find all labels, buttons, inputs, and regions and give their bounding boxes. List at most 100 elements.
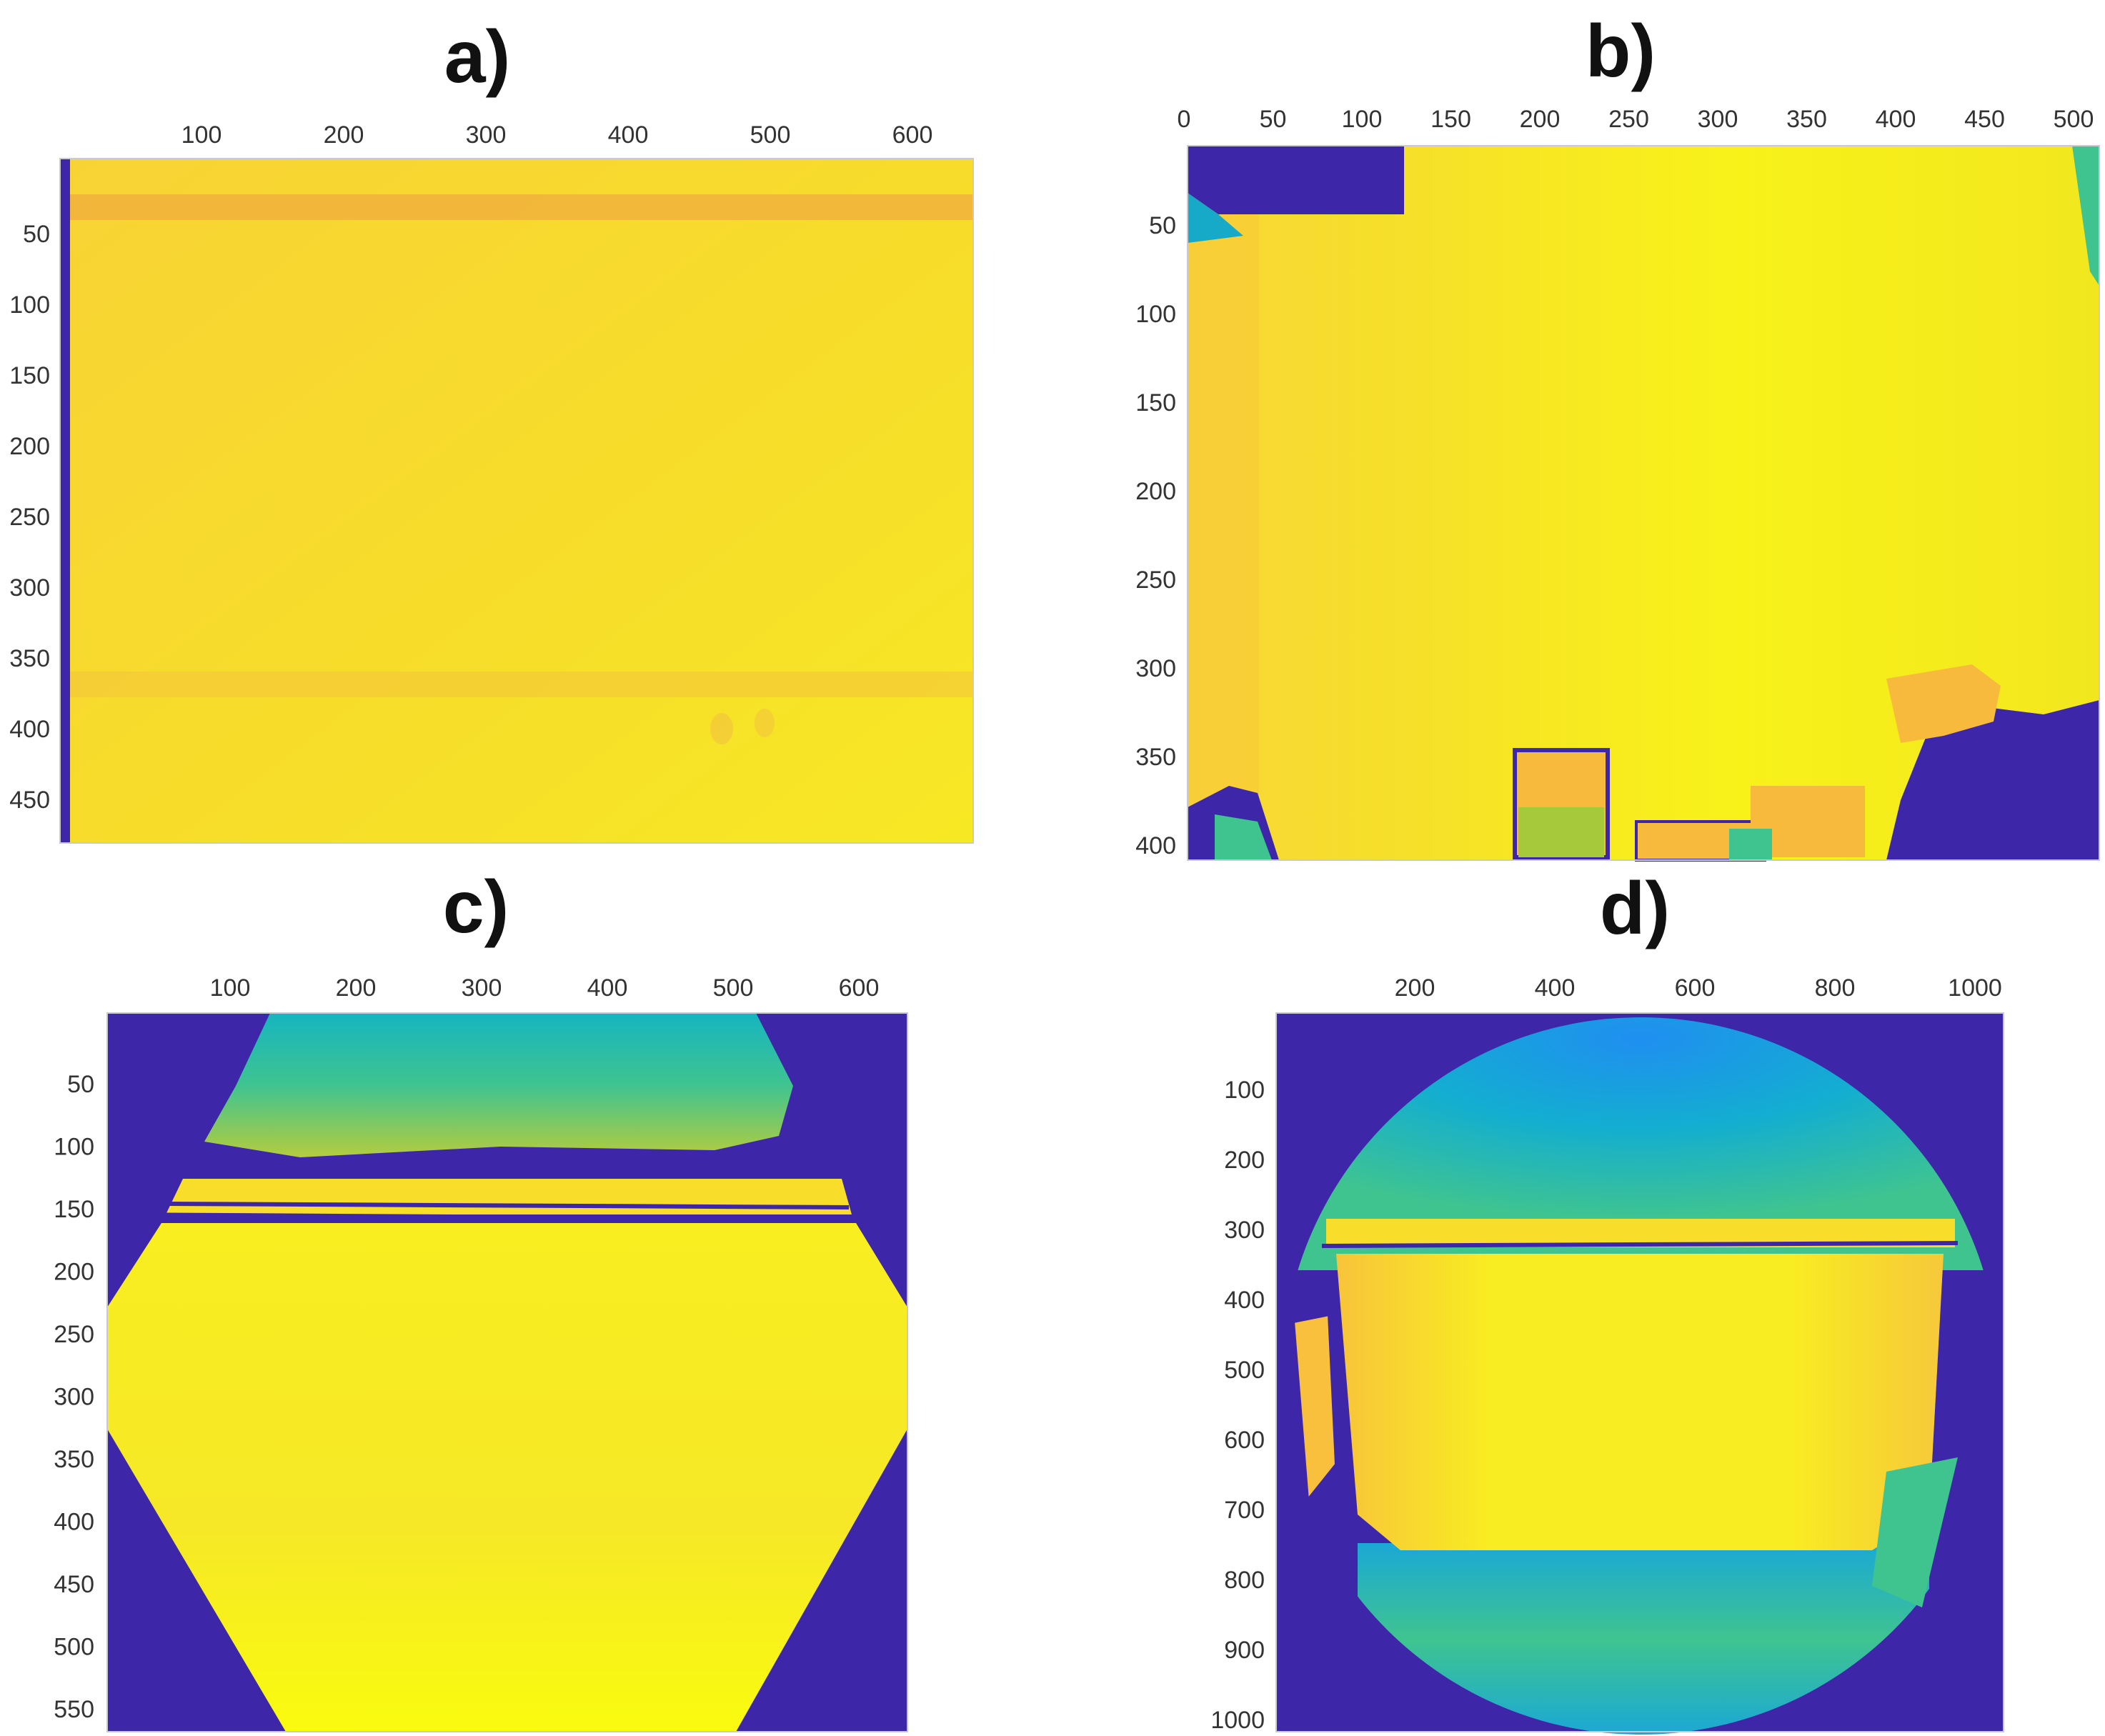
panel-a-x-tick-label: 300 (466, 121, 507, 149)
panel-a-y-tick-label: 50 (23, 221, 50, 248)
panel-b-y-tick-label: 350 (1135, 744, 1176, 771)
panel-c-frame-line (169, 1202, 850, 1209)
panel-c-y-tick-label: 500 (54, 1633, 94, 1660)
panel-d-frame-line (1321, 1241, 1959, 1248)
panel-a-y-tick-label: 300 (9, 574, 50, 602)
panel-a-y-tick-label: 250 (9, 504, 50, 531)
panel-a-invalid-strip (60, 159, 70, 843)
panel-b-x-tick-label: 150 (1430, 106, 1471, 133)
panel-c-x-ticks: 100 200 300 400 500 600 (210, 974, 880, 1002)
panel-a-lower-band (70, 672, 973, 697)
panel-c-x-tick-label: 300 (462, 974, 502, 1002)
panel-a-label: a) (444, 16, 511, 99)
panel-b-y-ticks: 50 100 150 200 250 300 350 400 (1135, 212, 1176, 859)
panel-a-y-tick-label: 150 (9, 362, 50, 389)
panel-b-x-tick-label: 0 (1178, 106, 1191, 133)
panel-a-y-tick-label: 100 (9, 291, 50, 319)
panel-b-right-edge (2072, 146, 2099, 286)
panel-c-y-tick-label: 300 (54, 1383, 94, 1410)
panel-a-x-tick-label: 400 (608, 121, 649, 149)
panel-b-y-tick-label: 200 (1135, 478, 1176, 505)
panel-d-y-tick-label: 600 (1224, 1427, 1265, 1454)
panel-a-y-tick-label: 450 (9, 787, 50, 814)
panel-b-bottom-right-invalid (1886, 700, 2099, 860)
panel-c-y-tick-label: 250 (54, 1321, 94, 1348)
panel-b-corner-teal (1188, 193, 1243, 243)
panel-b-green-object (1729, 829, 1772, 860)
panel-b-frame (1187, 145, 2100, 861)
panel-b-x-ticks: 0 50 100 150 200 250 300 350 400 450 500 (1178, 106, 2094, 133)
panel-c-y-tick-label: 100 (54, 1133, 94, 1160)
panel-c-y-tick-label: 400 (54, 1508, 94, 1535)
panel-d-y-tick-label: 700 (1224, 1497, 1265, 1524)
panel-d-x-tick-label: 800 (1815, 974, 1856, 1002)
panel-a-x-tick-label: 100 (181, 121, 222, 149)
panel-b-y-tick-label: 400 (1135, 832, 1176, 859)
panel-b-y-tick-label: 250 (1135, 567, 1176, 594)
panel-c-ceiling (204, 1013, 793, 1157)
panel-b-y-tick-label: 50 (1149, 212, 1176, 239)
panel-d-room (1336, 1254, 1944, 1550)
panel-a-y-tick-label: 350 (9, 645, 50, 672)
panel-b-y-tick-label: 150 (1135, 389, 1176, 416)
panel-d-label: d) (1599, 867, 1671, 950)
panel-c-frame (106, 1012, 908, 1732)
panel-d-y-tick-label: 800 (1224, 1567, 1265, 1594)
panel-c-x-tick-label: 100 (210, 974, 251, 1002)
panel-c-label: c) (442, 866, 509, 949)
panel-a-frame (59, 158, 974, 844)
panel-b-left-wall (1188, 214, 1259, 807)
panel-a-y-tick-label: 200 (9, 433, 50, 460)
panel-d-x-tick-label: 400 (1535, 974, 1576, 1002)
panel-c-y-tick-label: 50 (67, 1071, 94, 1098)
panel-a-spot (755, 709, 775, 737)
panel-c-floor (107, 1223, 907, 1732)
panel-a-x-tick-label: 200 (324, 121, 364, 149)
panel-a-dark-band (70, 194, 973, 220)
panel-b-y-tick-label: 100 (1135, 301, 1176, 328)
panel-c-y-tick-label: 200 (54, 1258, 94, 1285)
panel-b-x-tick-label: 350 (1786, 106, 1827, 133)
panel-b-label: b) (1585, 10, 1656, 93)
panel-b-x-tick-label: 300 (1698, 106, 1738, 133)
panel-b-x-tick-label: 500 (2054, 106, 2094, 133)
panel-c-x-tick-label: 600 (839, 974, 880, 1002)
panel-d-y-tick-label: 200 (1224, 1147, 1265, 1174)
panel-d-frame (1275, 1012, 2004, 1732)
panel-a-x-ticks: 100 200 300 400 500 600 (181, 121, 933, 149)
panel-c-x-tick-label: 500 (713, 974, 754, 1002)
panel-d-y-tick-label: 300 (1224, 1217, 1265, 1244)
panel-c-frame-line (165, 1212, 852, 1221)
panel-d-left-panel (1291, 1312, 1338, 1505)
panel-c-y-tick-label: 150 (54, 1196, 94, 1223)
panel-a-x-tick-label: 600 (892, 121, 933, 149)
panel-c-x-tick-label: 200 (336, 974, 377, 1002)
panel-a-spot (710, 713, 733, 744)
panel-b-x-tick-label: 400 (1876, 106, 1916, 133)
panel-c-x-tick-label: 400 (587, 974, 628, 1002)
panel-b-x-tick-label: 100 (1342, 106, 1383, 133)
panel-d-x-ticks: 200 400 600 800 1000 (1395, 974, 2002, 1002)
panel-b-x-tick-label: 250 (1608, 106, 1649, 133)
panel-b-x-tick-label: 450 (1964, 106, 2005, 133)
panel-a-x-tick-label: 500 (750, 121, 791, 149)
panel-b-top-left-invalid (1188, 146, 1404, 214)
panel-b-right-objects (1886, 664, 2001, 743)
panel-b-y-tick-label: 300 (1135, 655, 1176, 682)
panel-d-y-ticks: 100 200 300 400 500 600 700 800 900 1000 (1210, 1077, 1265, 1734)
panel-d-x-tick-label: 1000 (1948, 974, 2002, 1002)
panel-a-image (60, 159, 973, 843)
panel-c-y-ticks: 50 100 150 200 250 300 350 400 450 500 550 (54, 1071, 94, 1723)
panel-a-y-ticks: 50 100 150 200 250 300 350 400 450 (9, 221, 50, 814)
panel-b-bottom-left-green (1215, 814, 1272, 860)
panel-a-y-tick-label: 400 (9, 716, 50, 743)
panel-b-box-lower (1518, 807, 1604, 857)
panel-d-y-tick-label: 500 (1224, 1357, 1265, 1384)
panel-d-y-tick-label: 400 (1224, 1287, 1265, 1314)
panel-b-x-tick-label: 200 (1520, 106, 1561, 133)
panel-d-y-tick-label: 1000 (1210, 1707, 1265, 1734)
panel-d-y-tick-label: 100 (1224, 1077, 1265, 1104)
